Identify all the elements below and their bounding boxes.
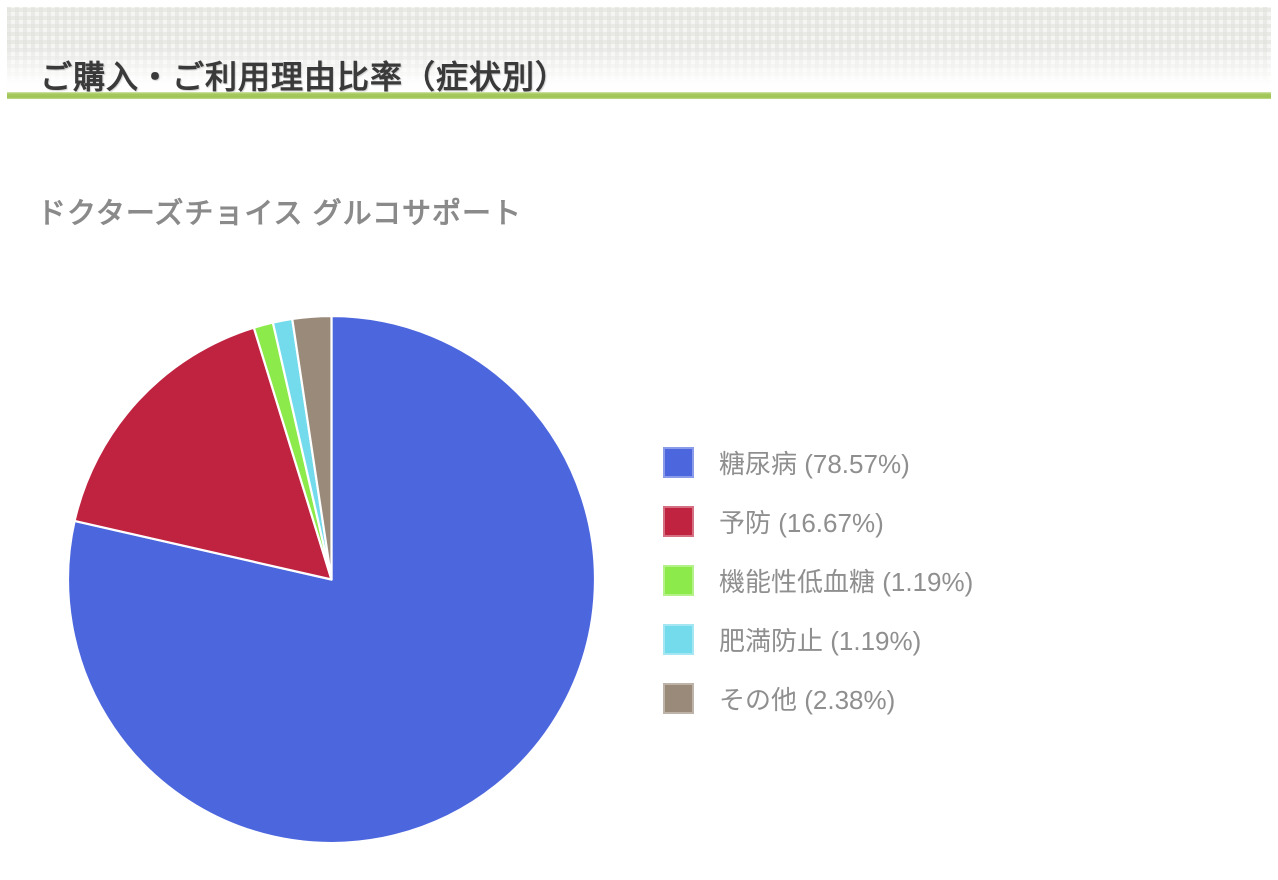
legend-item: 機能性低血糖 (1.19%)	[663, 565, 974, 597]
legend-swatch-icon	[663, 624, 694, 655]
legend-swatch-icon	[663, 565, 694, 596]
legend-item: 糖尿病 (78.57%)	[663, 447, 973, 479]
legend-swatch-icon	[663, 447, 694, 478]
legend-swatch-icon	[663, 506, 694, 537]
legend-label: 機能性低血糖 (1.19%)	[719, 567, 974, 597]
pie-slice-2[interactable]	[73, 326, 333, 581]
page-header: ご購入・ご利用理由比率（症状別）	[7, 7, 1271, 95]
legend-label: 糖尿病 (78.57%)	[719, 449, 910, 479]
chart-legend: 糖尿病 (78.57%) 予防 (16.67%) 機能性低血糖 (1.19%) 肥満防…	[663, 447, 973, 742]
legend-label: その他 (2.38%)	[719, 685, 896, 715]
legend-label: 予防 (16.67%)	[719, 508, 884, 538]
green-divider	[7, 92, 1271, 99]
legend-item: その他 (2.38%)	[663, 683, 973, 715]
legend-item: 肥満防止 (1.19%)	[663, 624, 973, 656]
chart-title: ドクターズチョイス グルコサポート	[37, 198, 522, 231]
legend-swatch-icon	[663, 683, 694, 714]
pie-slice-5[interactable]	[291, 314, 333, 581]
legend-label: 肥満防止 (1.19%)	[719, 626, 922, 656]
page-title: ご購入・ご利用理由比率（症状別）	[40, 59, 569, 96]
legend-item: 予防 (16.67%)	[663, 506, 973, 538]
